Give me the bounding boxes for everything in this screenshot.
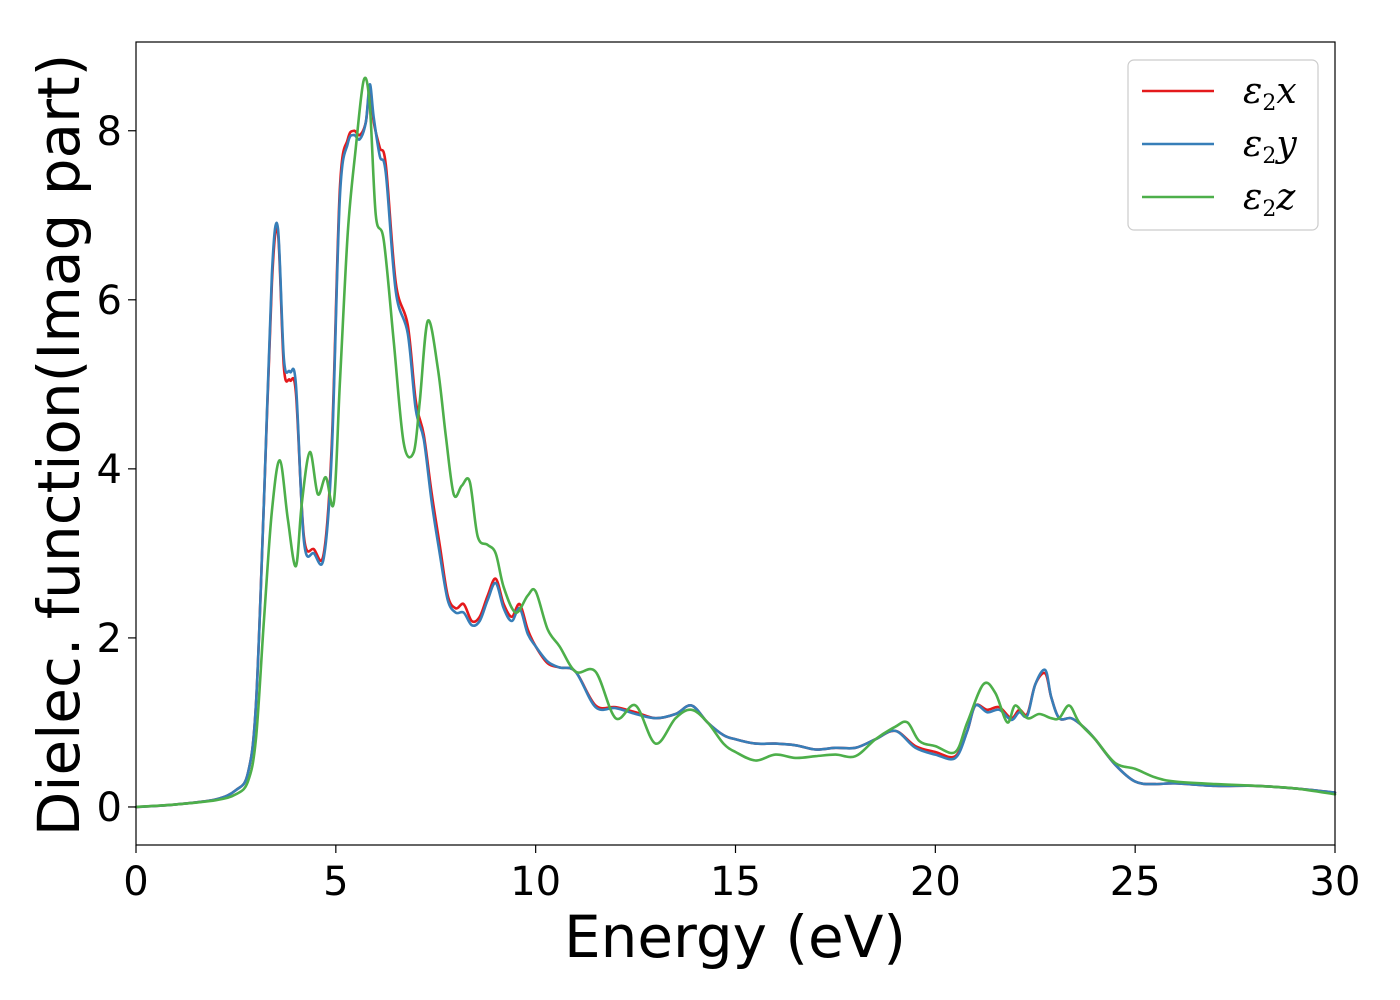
x-tick-label: 0 xyxy=(123,859,148,905)
legend-box xyxy=(1127,59,1319,231)
x-tick-label: 15 xyxy=(710,859,761,905)
x-tick-label: 30 xyxy=(1310,859,1361,905)
y-axis: 0 2 4 6 8 xyxy=(97,109,136,831)
series-layer xyxy=(134,76,1337,809)
x-tick-label: 20 xyxy=(910,859,961,905)
legend: ε2x ε2y ε2z xyxy=(1127,59,1319,231)
legend-label-z: ε2z xyxy=(1243,177,1296,222)
y-tick-label: 4 xyxy=(97,447,122,493)
x-tick-label: 5 xyxy=(323,859,348,905)
y-axis-label: Dielec. function(Imag part) xyxy=(25,54,93,837)
x-axis: 0 5 10 15 20 25 30 xyxy=(123,845,1360,905)
legend-label-y: ε2y xyxy=(1243,124,1297,169)
y-tick-label: 2 xyxy=(97,616,122,662)
y-tick-label: 0 xyxy=(97,785,122,831)
x-axis-label: Energy (eV) xyxy=(564,903,906,971)
x-tick-label: 25 xyxy=(1110,859,1161,905)
legend-label-x: ε2x xyxy=(1243,71,1297,116)
y-tick-label: 8 xyxy=(97,109,122,155)
series-line-z xyxy=(134,76,1337,809)
y-tick-label: 6 xyxy=(97,278,122,324)
x-tick-label: 10 xyxy=(510,859,561,905)
